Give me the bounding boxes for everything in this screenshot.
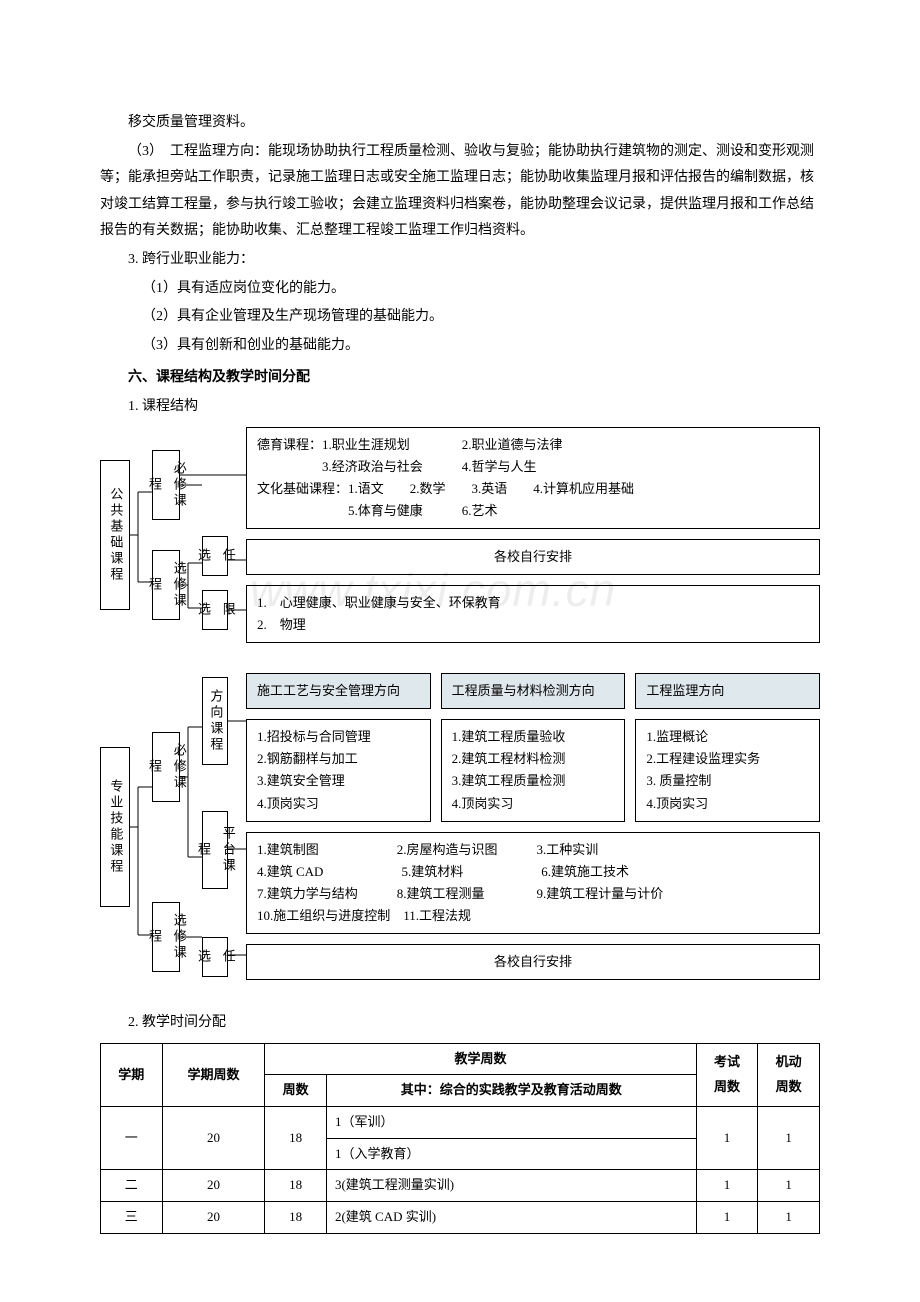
th-teach-a: 周数 <box>265 1075 327 1107</box>
g2-dir-c0: 1.招投标与合同管理 2.钢筋翻样与加工 3.建筑安全管理 4.顶岗实习 <box>246 719 431 821</box>
table-row: 一 20 18 1（军训） 1 1 <box>101 1107 820 1139</box>
course-structure-diagram: www.txixi.com.cn 公共基础课程 必修课程 选修课程 任选 限选 <box>100 427 820 981</box>
th-exam: 考试 周数 <box>696 1043 758 1106</box>
g2-required: 必修课程 <box>152 732 180 802</box>
subhead-1: 1. 课程结构 <box>100 394 820 421</box>
g2-optional: 任选 <box>202 937 228 977</box>
diagram-group-2: 专业技能课程 必修课程 选修课程 方向课程 平台课程 任选 <box>100 673 820 980</box>
para-0: 移交质量管理资料。 <box>100 110 820 137</box>
para-4: （2）具有企业管理及生产现场管理的基础能力。 <box>100 304 820 331</box>
g2-dir-h2: 工程监理方向 <box>635 673 820 709</box>
table-row: 二 20 18 3(建筑工程测量实训) 1 1 <box>101 1170 820 1202</box>
th-flex: 机动 周数 <box>758 1043 820 1106</box>
g2-optional-box: 各校自行安排 <box>246 944 820 980</box>
g2-dir-c1: 1.建筑工程质量验收 2.建筑工程材料检测 3.建筑工程质量检测 4.顶岗实习 <box>441 719 626 821</box>
g2-root: 专业技能课程 <box>100 747 130 907</box>
para-2: 3. 跨行业职业能力： <box>100 247 820 274</box>
g1-req-box: 德育课程：1.职业生涯规划 2.职业道德与法律 3.经济政治与社会 4.哲学与人… <box>246 427 820 529</box>
g2-dir-h1: 工程质量与材料检测方向 <box>441 673 626 709</box>
g2-direction: 方向课程 <box>202 677 228 765</box>
teaching-time-table: 学期 学期周数 教学周数 考试 周数 机动 周数 周数 其中：综合的实践教学及教… <box>100 1043 820 1234</box>
th-sem: 学期 <box>101 1043 163 1106</box>
g2-dir-h0: 施工工艺与安全管理方向 <box>246 673 431 709</box>
g1-lim-box: 1. 心理健康、职业健康与安全、环保教育 2. 物理 <box>246 585 820 643</box>
g1-elective: 选修课程 <box>152 550 180 620</box>
g2-dir-c2: 1.监理概论 2.工程建设监理实务 3. 质量控制 4.顶岗实习 <box>635 719 820 821</box>
g1-required: 必修课程 <box>152 450 180 520</box>
g2-platform: 平台课程 <box>202 811 228 889</box>
th-total: 学期周数 <box>162 1043 265 1106</box>
para-1: （3） 工程监理方向：能现场协助执行工程质量检测、验收与复验；能协助执行建筑物的… <box>100 139 820 245</box>
th-teach-b: 其中：综合的实践教学及教育活动周数 <box>326 1075 696 1107</box>
para-5: （3）具有创新和创业的基础能力。 <box>100 333 820 360</box>
table-row: 三 20 18 2(建筑 CAD 实训) 1 1 <box>101 1202 820 1234</box>
g1-root: 公共基础课程 <box>100 460 130 610</box>
diagram-group-1: 公共基础课程 必修课程 选修课程 任选 限选 德育课程： <box>100 427 820 644</box>
para-3: （1）具有适应岗位变化的能力。 <box>100 276 820 303</box>
g2-platform-box: 1.建筑制图 2.房屋构造与识图 3.工种实训 4.建筑 CAD 5.建筑材料 … <box>246 832 820 934</box>
subhead-2: 2. 教学时间分配 <box>100 1010 820 1037</box>
th-teach: 教学周数 <box>265 1043 696 1075</box>
g2-elective: 选修课程 <box>152 902 180 972</box>
g1-opt-box: 各校自行安排 <box>246 539 820 575</box>
section-6: 六、课程结构及教学时间分配 <box>100 363 820 390</box>
g1-limited: 限选 <box>202 590 228 630</box>
g1-optional: 任选 <box>202 536 228 576</box>
